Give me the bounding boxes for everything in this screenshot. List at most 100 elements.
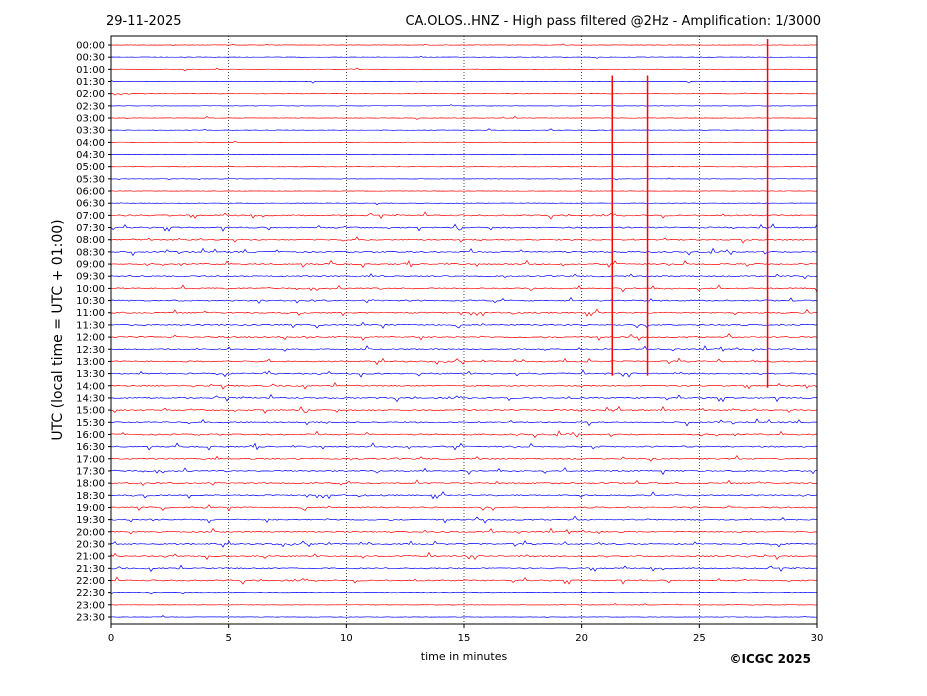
y-tick-label: 06:30 <box>76 199 105 210</box>
trace-line <box>110 211 818 220</box>
copyright-label: ©ICGC 2025 <box>729 652 811 666</box>
y-tick-label: 11:00 <box>76 308 105 319</box>
x-tick-label: 0 <box>108 633 114 644</box>
trace-line <box>110 202 818 206</box>
y-tick-label: 10:30 <box>76 296 105 307</box>
x-tick-label: 30 <box>811 633 824 644</box>
y-tick-label: 17:00 <box>76 454 105 465</box>
trace-line <box>110 345 817 352</box>
trace-line <box>110 615 818 619</box>
trace-line <box>110 576 818 585</box>
event-spikes <box>611 39 769 388</box>
y-tick-label: 12:00 <box>76 333 105 344</box>
trace-line <box>110 551 818 561</box>
y-tick-label: 11:30 <box>76 320 105 331</box>
trace-line <box>110 393 817 403</box>
y-tick-label: 05:00 <box>76 162 105 173</box>
y-tick-label: 06:00 <box>76 187 105 198</box>
trace-line <box>110 177 817 181</box>
y-tick-label: 02:00 <box>76 89 105 100</box>
traces <box>110 43 818 619</box>
trace-line <box>110 430 818 439</box>
trace-line <box>110 504 818 512</box>
grid-lines <box>228 36 700 624</box>
trace-line <box>110 308 818 317</box>
y-tick-label: 04:00 <box>76 138 105 149</box>
trace-line <box>110 92 817 96</box>
y-tick-label: 22:00 <box>76 576 105 587</box>
trace-line <box>110 247 818 257</box>
x-tick-label: 5 <box>225 633 231 644</box>
trace-line <box>110 540 818 548</box>
trace-line <box>110 321 818 329</box>
y-tick-label: 05:30 <box>76 174 105 185</box>
x-tick-labels: 0 5 10 15 20 25 30 <box>108 624 824 644</box>
trace-line <box>110 491 818 500</box>
y-tick-label: 03:00 <box>76 114 105 125</box>
y-tick-label: 17:30 <box>76 466 105 477</box>
y-tick-label: 19:00 <box>76 503 105 514</box>
y-tick-label: 20:30 <box>76 539 105 550</box>
y-tick-label: 02:30 <box>76 101 105 112</box>
y-tick-label: 04:30 <box>76 150 105 161</box>
trace-line <box>110 467 818 476</box>
y-tick-label: 14:00 <box>76 381 105 392</box>
trace-line <box>110 454 818 462</box>
y-tick-label: 08:30 <box>76 247 105 258</box>
trace-line <box>110 479 817 487</box>
trace-line <box>110 357 818 366</box>
y-tick-label: 09:30 <box>76 272 105 283</box>
y-tick-label: 21:00 <box>76 552 105 563</box>
y-tick-label: 18:30 <box>76 491 105 502</box>
trace-line <box>110 515 818 524</box>
trace-line <box>110 67 818 72</box>
y-tick-label: 13:00 <box>76 357 105 368</box>
trace-line <box>110 284 818 293</box>
y-tick-label: 23:30 <box>76 612 105 623</box>
y-axis-label: UTC (local time = UTC + 01:00) <box>50 219 66 440</box>
y-tick-label: 15:00 <box>76 406 105 417</box>
trace-line <box>110 104 818 107</box>
y-tick-label: 00:00 <box>76 41 105 52</box>
trace-line <box>110 116 818 120</box>
y-tick-label: 15:30 <box>76 418 105 429</box>
trace-line <box>110 223 818 232</box>
trace-line <box>110 564 818 572</box>
x-axis-label: time in minutes <box>421 650 508 663</box>
trace-line <box>110 190 817 192</box>
trace-line <box>110 382 818 390</box>
y-tick-label: 01:00 <box>76 65 105 76</box>
y-tick-label: 23:00 <box>76 600 105 611</box>
trace-line <box>110 273 818 280</box>
trace-line <box>110 43 818 46</box>
trace-line <box>110 128 818 131</box>
y-tick-label: 01:30 <box>76 77 105 88</box>
y-tick-label: 14:30 <box>76 393 105 404</box>
y-tick-label: 20:00 <box>76 527 105 538</box>
date-label: 29-11-2025 <box>106 14 182 29</box>
y-tick-label: 16:30 <box>76 442 105 453</box>
x-tick-label: 10 <box>340 633 353 644</box>
y-tick-label: 16:00 <box>76 430 105 441</box>
y-tick-label: 00:30 <box>76 53 105 64</box>
x-tick-label: 25 <box>693 633 706 644</box>
trace-line <box>110 406 818 414</box>
trace-line <box>110 592 818 595</box>
trace-line <box>110 79 818 84</box>
trace-line <box>110 296 818 304</box>
trace-line <box>110 55 818 59</box>
trace-line <box>110 527 818 535</box>
trace-line <box>110 332 818 342</box>
y-tick-label: 08:00 <box>76 235 105 246</box>
trace-line <box>110 369 817 378</box>
x-tick-label: 20 <box>575 633 588 644</box>
trace-line <box>110 442 818 451</box>
chart-title: CA.OLOS..HNZ - High pass filtered @2Hz -… <box>405 14 821 29</box>
trace-line <box>110 140 818 144</box>
y-tick-label: 18:00 <box>76 479 105 490</box>
trace-line <box>110 259 818 269</box>
y-tick-label: 21:30 <box>76 564 105 575</box>
y-tick-label: 07:00 <box>76 211 105 222</box>
